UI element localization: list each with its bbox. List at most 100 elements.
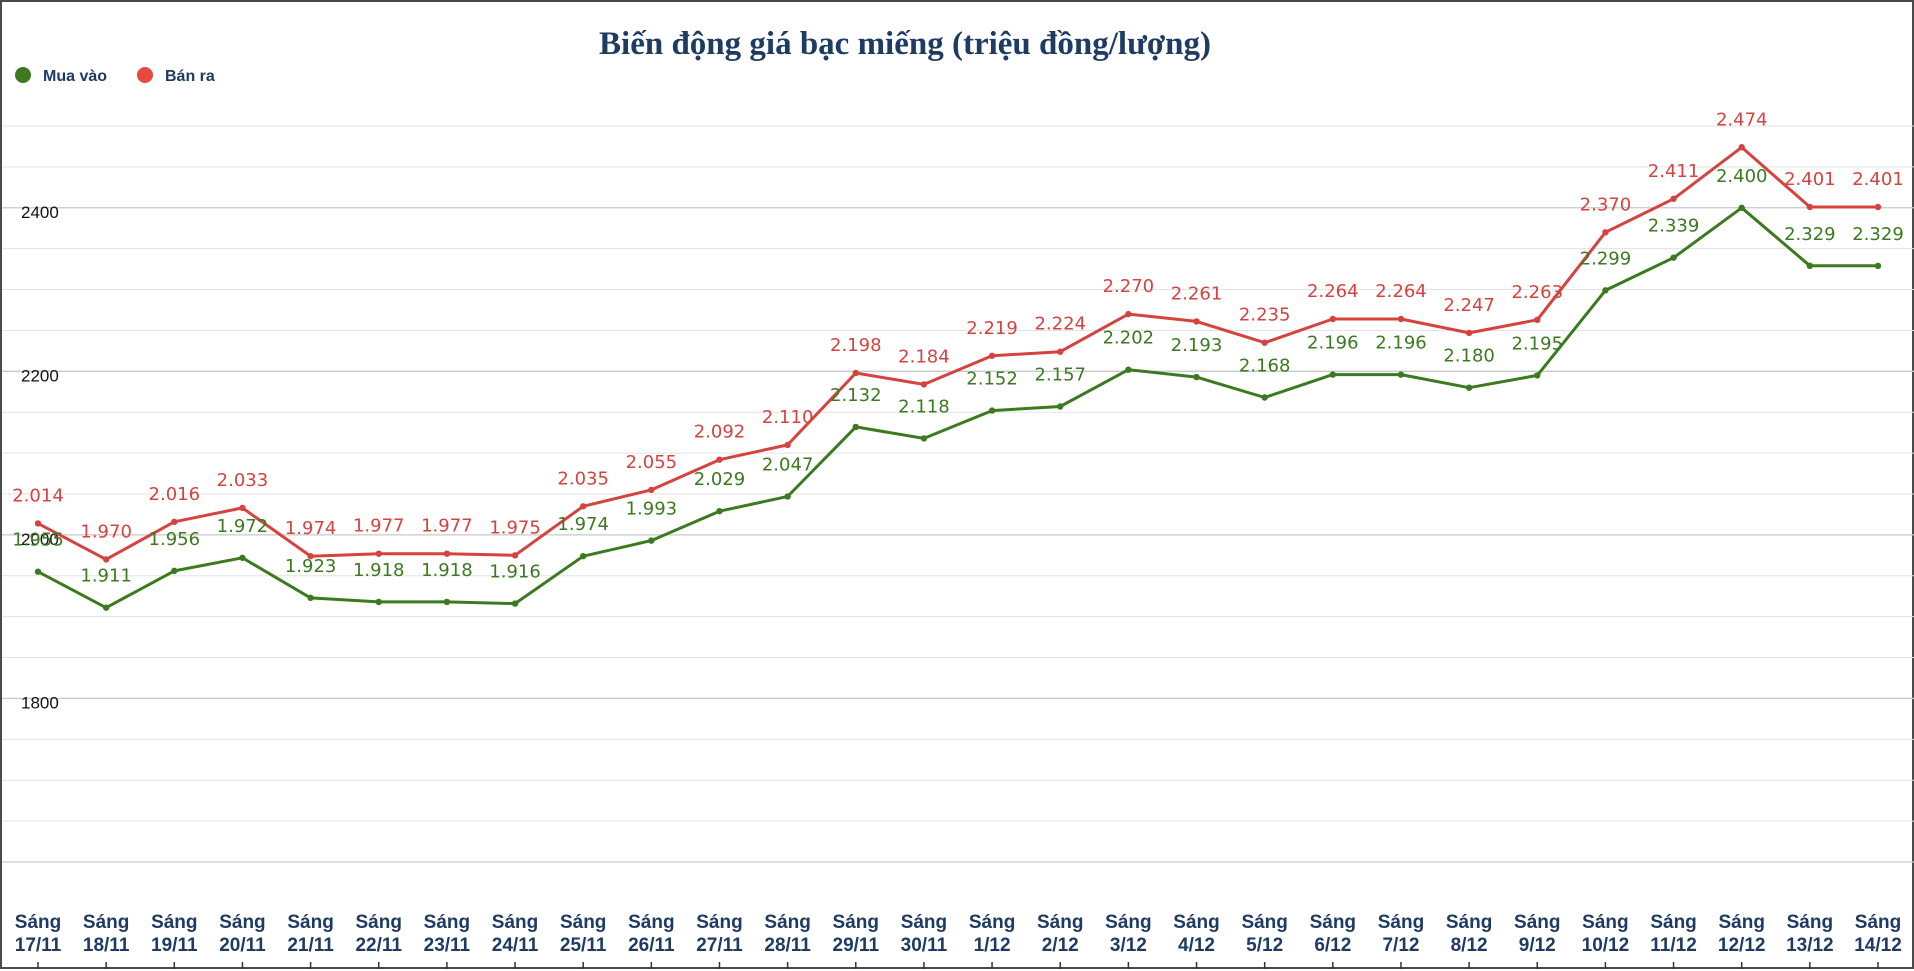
data-label-ban-ra: 2.219 — [966, 318, 1018, 339]
data-point-ban-ra — [1602, 229, 1609, 236]
data-point-ban-ra — [102, 556, 110, 563]
data-label-mua-vao: 1.918 — [353, 560, 405, 581]
data-label-mua-vao: 2.168 — [1239, 356, 1291, 377]
data-point-mua-vao — [1125, 366, 1132, 373]
data-label-ban-ra: 2.264 — [1307, 281, 1359, 302]
data-point-mua-vao — [375, 598, 382, 606]
data-label-mua-vao: 2.202 — [1103, 328, 1155, 349]
data-point-mua-vao — [784, 493, 791, 500]
x-tick-label-line2: 21/11 — [287, 935, 334, 956]
data-point-mua-vao — [1261, 394, 1268, 401]
data-label-mua-vao: 2.132 — [830, 385, 882, 406]
data-label-ban-ra: 2.370 — [1580, 194, 1632, 215]
data-point-ban-ra — [852, 369, 859, 377]
x-tick-label-line1: Sáng — [219, 912, 265, 933]
x-tick-label-line2: 30/11 — [901, 935, 948, 956]
x-tick-label-line2: 26/11 — [628, 935, 675, 956]
data-label-ban-ra: 2.035 — [557, 468, 609, 489]
data-label-ban-ra: 2.014 — [12, 485, 64, 506]
x-tick-label-line2: 8/12 — [1451, 935, 1488, 956]
data-point-mua-vao — [1602, 287, 1609, 294]
data-label-mua-vao: 2.195 — [1511, 333, 1563, 354]
data-point-ban-ra — [1261, 339, 1268, 346]
data-point-ban-ra — [988, 352, 996, 359]
data-label-ban-ra: 1.977 — [421, 516, 473, 537]
x-tick-label-line1: Sáng — [1650, 912, 1696, 933]
x-axis: Sáng17/11Sáng18/11Sáng19/11Sáng20/11Sáng… — [15, 912, 1902, 969]
x-tick-label-line2: 11/12 — [1650, 935, 1697, 956]
data-point-ban-ra — [1534, 316, 1541, 324]
x-tick-label-line1: Sáng — [628, 912, 674, 933]
x-tick-label-line1: Sáng — [1105, 912, 1151, 933]
x-tick-label-line1: Sáng — [560, 912, 606, 933]
data-point-ban-ra — [511, 552, 519, 559]
x-tick-label-line1: Sáng — [1446, 912, 1492, 933]
data-point-mua-vao — [34, 568, 42, 575]
grid-layer — [2, 125, 1914, 863]
data-label-mua-vao: 2.157 — [1034, 364, 1086, 385]
x-tick-label-line1: Sáng — [969, 912, 1015, 933]
x-tick-label-line1: Sáng — [833, 912, 879, 933]
y-tick-label: 2200 — [21, 366, 59, 385]
data-point-ban-ra — [34, 520, 42, 527]
x-tick-label-line1: Sáng — [1855, 912, 1901, 933]
series-lines — [36, 145, 1880, 610]
x-tick-label-line1: Sáng — [83, 912, 129, 933]
data-point-mua-vao — [988, 407, 996, 414]
data-label-mua-vao: 1.923 — [285, 556, 337, 577]
data-label-mua-vao: 1.993 — [626, 499, 678, 520]
y-tick-label: 2400 — [21, 203, 59, 222]
x-tick-label-line1: Sáng — [151, 912, 197, 933]
data-label-ban-ra: 2.016 — [149, 484, 201, 505]
data-label-ban-ra: 2.411 — [1648, 161, 1700, 182]
data-label-mua-vao: 2.329 — [1784, 224, 1836, 245]
data-label-mua-vao: 1.956 — [149, 529, 201, 550]
data-point-ban-ra — [443, 550, 451, 557]
data-point-mua-vao — [307, 594, 314, 602]
chart-title: Biến động giá bạc miếng (triệu đồng/lượn… — [599, 26, 1211, 62]
x-tick-label-line2: 9/12 — [1519, 935, 1556, 956]
data-label-mua-vao: 2.152 — [966, 369, 1018, 390]
data-label-ban-ra: 1.975 — [489, 517, 541, 538]
x-tick-label-line1: Sáng — [1037, 912, 1083, 933]
x-tick-label-line2: 28/11 — [764, 935, 811, 956]
data-point-ban-ra — [1329, 315, 1337, 323]
data-label-ban-ra: 2.401 — [1852, 169, 1904, 190]
data-point-mua-vao — [443, 598, 451, 606]
data-label-ban-ra: 2.055 — [626, 452, 678, 473]
legend: Mua vào Bán ra — [15, 67, 215, 85]
data-point-ban-ra — [307, 552, 314, 560]
data-label-mua-vao: 1.916 — [489, 562, 541, 583]
data-label-ban-ra: 2.110 — [762, 407, 814, 428]
x-tick-label-line1: Sáng — [764, 912, 810, 933]
data-point-mua-vao — [1534, 372, 1541, 379]
data-label-ban-ra: 2.235 — [1239, 305, 1291, 326]
data-label-ban-ra: 2.033 — [217, 470, 269, 491]
x-tick-label-line2: 7/12 — [1382, 935, 1419, 956]
data-point-mua-vao — [1738, 204, 1745, 211]
data-label-ban-ra: 2.264 — [1375, 281, 1427, 302]
data-point-mua-vao — [1193, 373, 1200, 381]
data-point-ban-ra — [1874, 203, 1882, 211]
data-label-ban-ra: 2.270 — [1103, 276, 1155, 297]
data-label-mua-vao: 2.196 — [1375, 333, 1427, 354]
data-label-mua-vao: 1.955 — [12, 530, 64, 551]
x-tick-label-line2: 24/11 — [492, 935, 539, 956]
data-label-mua-vao: 2.029 — [694, 469, 746, 490]
data-point-mua-vao — [1874, 262, 1882, 270]
data-point-mua-vao — [171, 567, 178, 575]
x-tick-label-line1: Sáng — [1582, 912, 1628, 933]
x-tick-label-line1: Sáng — [356, 912, 402, 933]
x-tick-label-line1: Sáng — [901, 912, 947, 933]
legend-label-ban-ra: Bán ra — [165, 68, 215, 85]
series-points — [34, 144, 1882, 611]
data-point-ban-ra — [1397, 315, 1405, 323]
x-tick-label-line2: 18/11 — [83, 935, 130, 956]
data-point-ban-ra — [784, 441, 791, 449]
data-label-mua-vao: 2.400 — [1716, 166, 1768, 187]
x-tick-label-line1: Sáng — [1514, 912, 1560, 933]
y-tick-label: 1800 — [21, 693, 59, 712]
data-point-ban-ra — [1806, 203, 1814, 211]
data-label-mua-vao: 2.339 — [1648, 216, 1700, 237]
